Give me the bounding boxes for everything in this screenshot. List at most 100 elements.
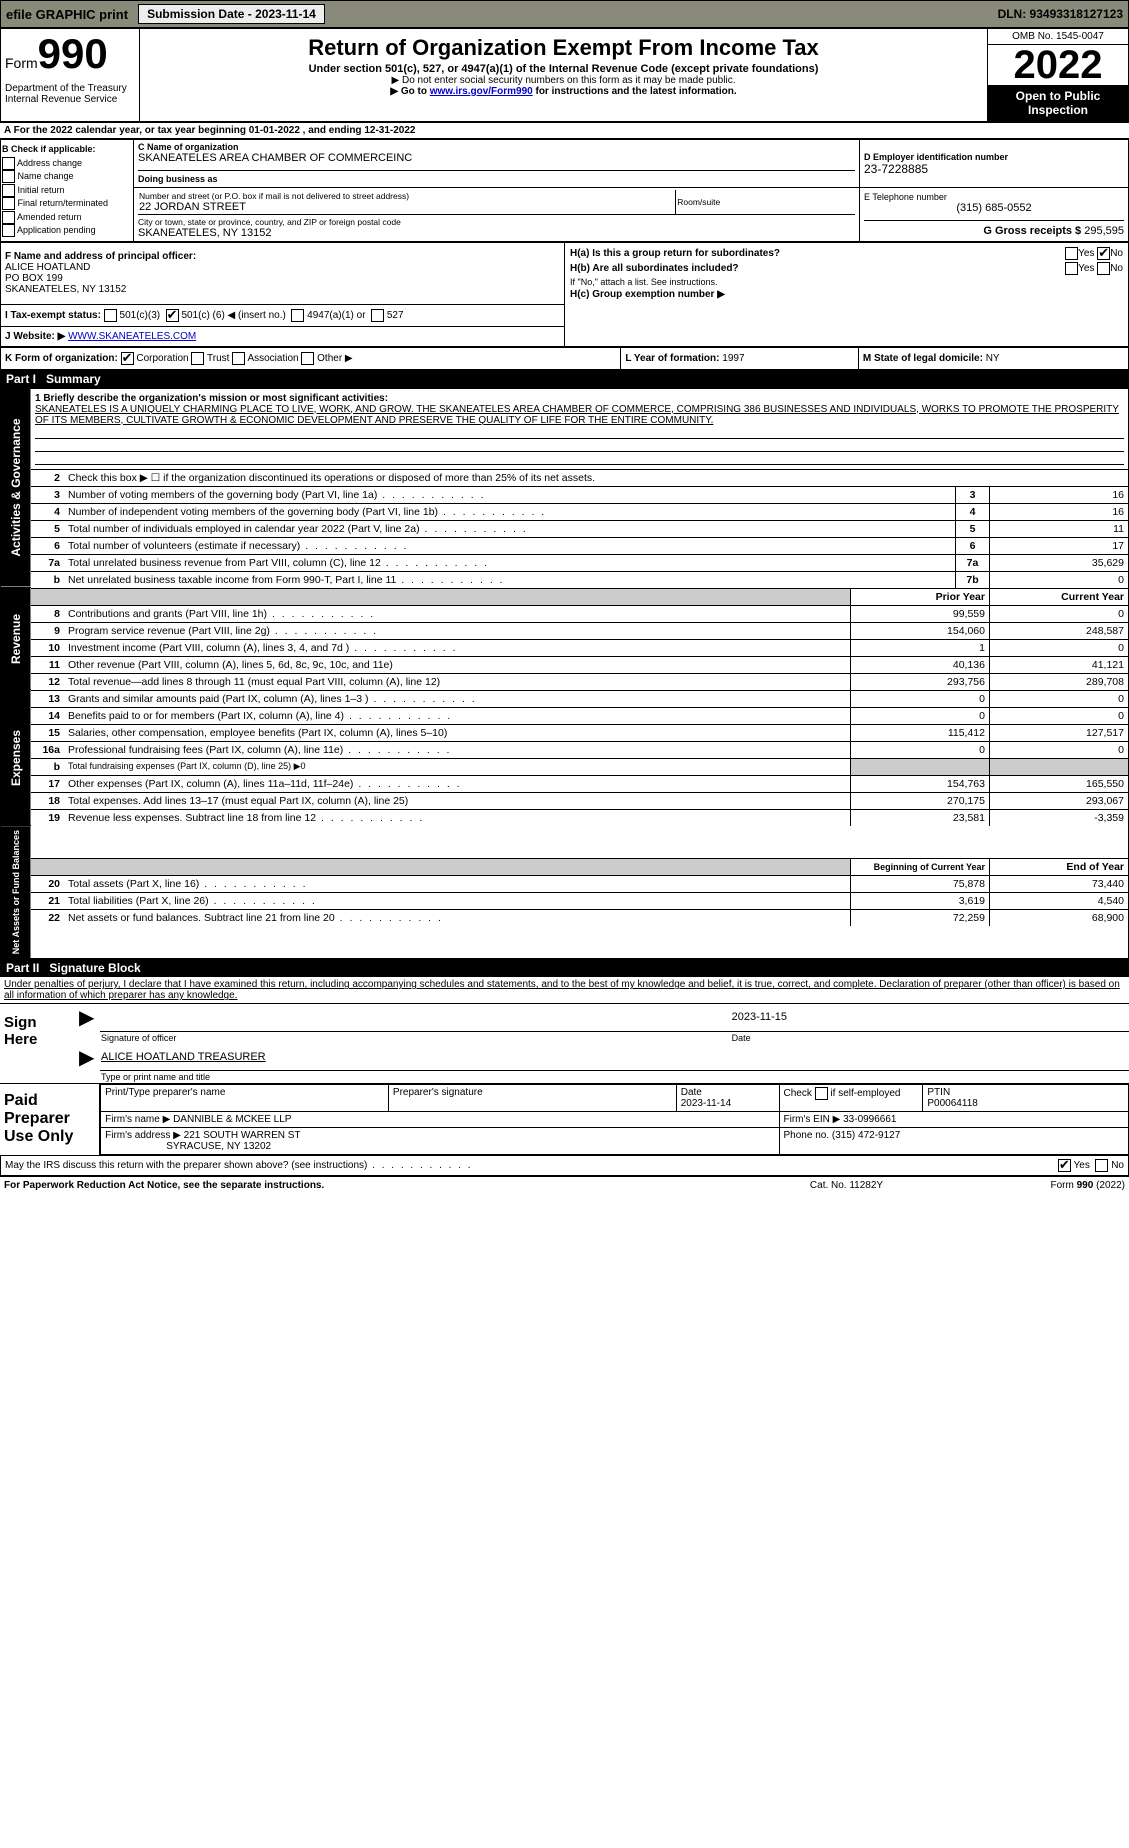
tax-year: 2022: [988, 45, 1128, 85]
form-990: 990: [38, 30, 108, 77]
cb-corp[interactable]: [121, 352, 134, 365]
rev-row: 11Other revenue (Part VIII, column (A), …: [31, 656, 1128, 673]
dln-label: DLN: 93493318127123: [998, 7, 1123, 21]
box-f: F Name and address of principal officer:…: [1, 243, 565, 305]
exp-row: bTotal fundraising expenses (Part IX, co…: [31, 758, 1128, 775]
sign-here-block: Sign Here ▶ 2023-11-15 Signature of offi…: [0, 1003, 1129, 1083]
gov-row: 6Total number of volunteers (estimate if…: [31, 537, 1128, 554]
box-i: I Tax-exempt status: 501(c)(3) 501(c) (6…: [1, 304, 565, 326]
note-ssn: ▶ Do not enter social security numbers o…: [144, 75, 983, 86]
vtab-netassets: Net Assets or Fund Balances: [1, 826, 32, 959]
cb-discuss-no[interactable]: [1095, 1159, 1108, 1172]
exp-row: 18Total expenses. Add lines 13–17 (must …: [31, 792, 1128, 809]
cb-app[interactable]: [2, 224, 15, 237]
cat-no: Cat. No. 11282Y: [753, 1177, 939, 1195]
year-cell: OMB No. 1545-0047 2022 Open to Public In…: [988, 29, 1129, 122]
website-link[interactable]: WWW.SKANEATELES.COM: [68, 331, 196, 342]
vtab-governance: Activities & Governance: [1, 388, 32, 588]
prior-year-header: Prior Year: [851, 588, 990, 605]
cb-501c[interactable]: [166, 309, 179, 322]
cb-initial[interactable]: [2, 184, 15, 197]
rev-row: 8Contributions and grants (Part VIII, li…: [31, 605, 1128, 622]
officer-name-title: ALICE HOATLAND TREASURER: [100, 1044, 1129, 1071]
top-bar: efile GRAPHIC print Submission Date - 20…: [0, 0, 1129, 28]
box-e-g: E Telephone number (315) 685-0552 G Gros…: [860, 188, 1129, 242]
street-address: 22 JORDAN STREET: [139, 201, 674, 213]
rev-row: 12Total revenue—add lines 8 through 11 (…: [31, 673, 1128, 690]
form-title: Return of Organization Exempt From Incom…: [144, 35, 983, 61]
arrow-icon: ▶: [79, 1047, 94, 1069]
cb-trust[interactable]: [191, 352, 204, 365]
gov-row: 4Number of independent voting members of…: [31, 503, 1128, 520]
discuss-question: May the IRS discuss this return with the…: [1, 1156, 941, 1176]
cb-527[interactable]: [371, 309, 384, 322]
box-c-name: C Name of organization SKANEATELES AREA …: [134, 140, 860, 188]
begin-year-header: Beginning of Current Year: [851, 858, 990, 875]
box-h: H(a) Is this a group return for subordin…: [565, 243, 1129, 305]
end-year-header: End of Year: [990, 858, 1129, 875]
officer-name: ALICE HOATLAND: [5, 262, 90, 273]
rev-row: 10Investment income (Part VIII, column (…: [31, 639, 1128, 656]
box-c-addr: Number and street (or P.O. box if mail i…: [134, 188, 860, 242]
ein-value: 23-7228885: [864, 162, 1124, 176]
box-b: B Check if applicable: Address change Na…: [1, 140, 134, 242]
ptin-value: P00064118: [927, 1098, 977, 1109]
na-row: 21Total liabilities (Part X, line 26)3,6…: [31, 892, 1128, 909]
period-a: A For the 2022 calendar year, or tax yea…: [0, 122, 1129, 139]
cb-ha-yes[interactable]: [1065, 247, 1078, 260]
cb-name[interactable]: [2, 170, 15, 183]
exp-row: 16aProfessional fundraising fees (Part I…: [31, 741, 1128, 758]
na-row: 20Total assets (Part X, line 16)75,87873…: [31, 875, 1128, 892]
cb-501c3[interactable]: [104, 309, 117, 322]
cb-hb-no[interactable]: [1097, 262, 1110, 275]
city-state-zip: SKANEATELES, NY 13152: [138, 227, 855, 239]
line-2: Check this box ▶ ☐ if the organization d…: [64, 469, 1128, 486]
subtitle: Under section 501(c), 527, or 4947(a)(1)…: [144, 63, 983, 75]
firm-name: DANNIBLE & MCKEE LLP: [173, 1114, 291, 1125]
exp-row: 17Other expenses (Part IX, column (A), l…: [31, 775, 1128, 792]
cb-amended[interactable]: [2, 211, 15, 224]
exp-row: 14Benefits paid to or for members (Part …: [31, 707, 1128, 724]
rev-row: 9Program service revenue (Part VIII, lin…: [31, 622, 1128, 639]
form-number-cell: Form990 Department of the Treasury Inter…: [1, 29, 140, 122]
efile-label: efile GRAPHIC print: [6, 7, 128, 22]
gov-row: 3Number of voting members of the governi…: [31, 486, 1128, 503]
title-cell: Return of Organization Exempt From Incom…: [140, 29, 988, 122]
open-public-badge: Open to Public Inspection: [988, 85, 1128, 121]
vtab-revenue: Revenue: [1, 588, 32, 690]
gross-receipts: 295,595: [1084, 225, 1124, 237]
cb-hb-yes[interactable]: [1065, 262, 1078, 275]
cb-ha-no[interactable]: [1097, 247, 1110, 260]
cb-other[interactable]: [301, 352, 314, 365]
irs-link[interactable]: www.irs.gov/Form990: [430, 86, 533, 97]
gov-row: 5Total number of individuals employed in…: [31, 520, 1128, 537]
mission-text: SKANEATELES IS A UNIQUELY CHARMING PLACE…: [35, 404, 1124, 426]
box-m: M State of legal domicile: NY: [858, 347, 1128, 369]
vtab-expenses: Expenses: [1, 690, 32, 826]
cb-4947[interactable]: [291, 309, 304, 322]
gov-row: bNet unrelated business taxable income f…: [31, 571, 1128, 588]
current-year-header: Current Year: [990, 588, 1129, 605]
form-footer: Form 990 (2022): [940, 1177, 1129, 1195]
firm-addr1: 221 SOUTH WARREN ST: [184, 1130, 301, 1141]
penalties-text: Under penalties of perjury, I declare th…: [0, 977, 1129, 1003]
cb-address[interactable]: [2, 157, 15, 170]
cb-self-employed[interactable]: [815, 1087, 828, 1100]
paid-preparer-block: Paid Preparer Use Only Print/Type prepar…: [0, 1083, 1129, 1155]
cb-final[interactable]: [2, 197, 15, 210]
box-j: J Website: ▶ WWW.SKANEATELES.COM: [1, 326, 565, 346]
submission-date-btn[interactable]: Submission Date - 2023-11-14: [138, 4, 325, 24]
part-1-header: Part I Summary: [0, 370, 1129, 388]
box-d: D Employer identification number 23-7228…: [860, 140, 1129, 188]
cb-discuss-yes[interactable]: [1058, 1159, 1071, 1172]
org-name: SKANEATELES AREA CHAMBER OF COMMERCEINC: [138, 152, 855, 164]
note-link: ▶ Go to www.irs.gov/Form990 for instruct…: [144, 86, 983, 97]
box-k: K Form of organization: Corporation Trus…: [1, 347, 621, 369]
cb-assoc[interactable]: [232, 352, 245, 365]
dept-label: Department of the Treasury Internal Reve…: [5, 83, 135, 105]
part-2-header: Part II Signature Block: [0, 959, 1129, 977]
exp-row: 13Grants and similar amounts paid (Part …: [31, 690, 1128, 707]
na-row: 22Net assets or fund balances. Subtract …: [31, 909, 1128, 926]
paperwork-notice: For Paperwork Reduction Act Notice, see …: [0, 1177, 753, 1195]
box-l: L Year of formation: 1997: [621, 347, 858, 369]
